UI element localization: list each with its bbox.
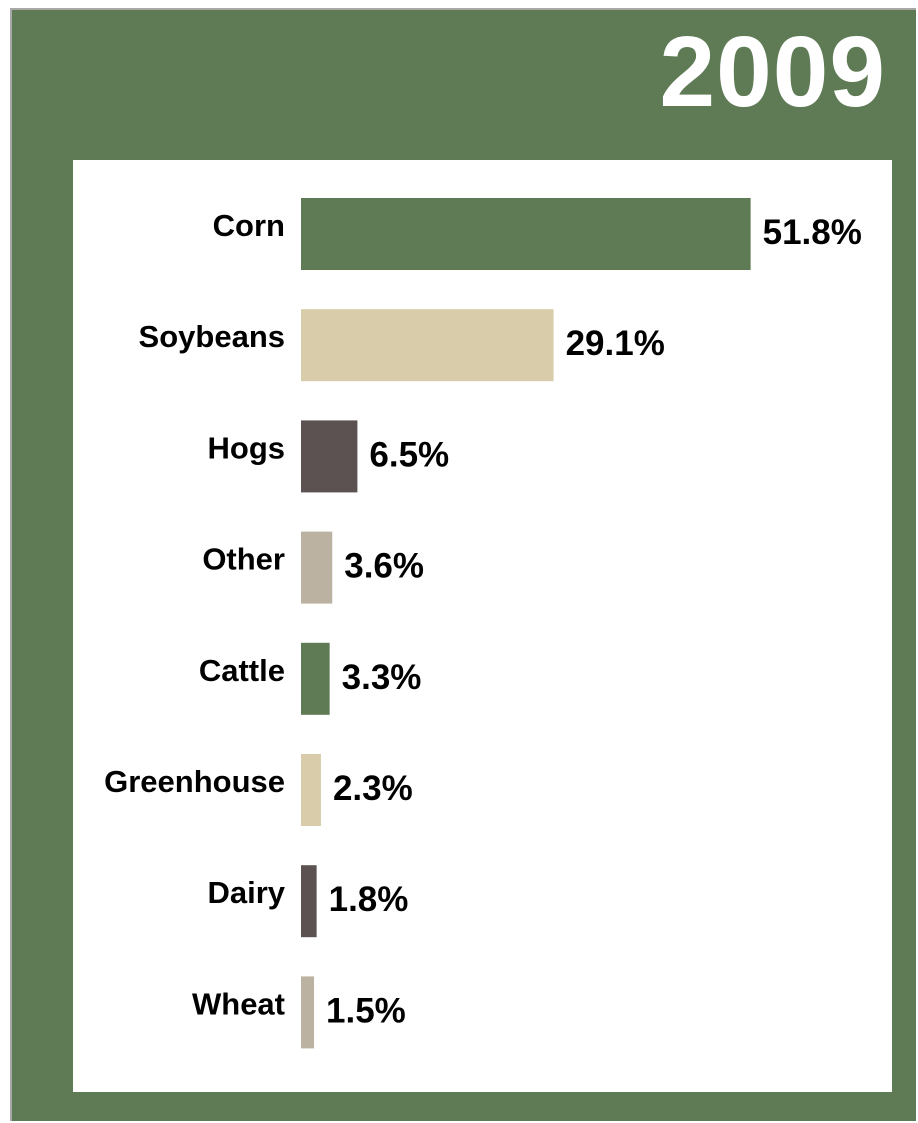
category-label: Cattle — [199, 653, 285, 688]
bar-chart: Corn 51.8% Soybeans 29.1% Hogs 6.5% Other 3.6% C… — [104, 198, 862, 1049]
year-title: 2009 — [659, 16, 886, 128]
value-label: 51.8% — [763, 213, 862, 252]
bar — [301, 198, 751, 270]
value-label: 1.5% — [326, 991, 406, 1030]
category-label: Greenhouse — [104, 764, 285, 799]
category-label: Soybeans — [139, 319, 285, 354]
category-label: Other — [202, 542, 285, 577]
bar — [301, 754, 321, 826]
bar-row: Greenhouse 2.3% — [104, 754, 413, 826]
bar-row: Dairy 1.8% — [207, 865, 409, 938]
bar — [301, 865, 317, 938]
category-label: Hogs — [208, 430, 286, 465]
value-label: 2.3% — [333, 769, 413, 808]
bar — [301, 420, 358, 493]
bar-row: Cattle 3.3% — [199, 642, 422, 715]
category-label: Dairy — [207, 875, 285, 910]
value-label: 1.8% — [329, 880, 409, 919]
category-label: Wheat — [192, 986, 285, 1021]
bar-row: Wheat 1.5% — [192, 976, 406, 1049]
bar — [301, 976, 315, 1049]
bar-row: Corn 51.8% — [213, 198, 862, 270]
value-label: 29.1% — [566, 324, 665, 363]
category-label: Corn — [213, 208, 285, 243]
bar — [301, 531, 333, 604]
value-label: 3.6% — [344, 547, 424, 586]
chart-frame: 2009 Corn 51.8% Soybeans 29.1% Hogs 6.5% Other… — [10, 8, 916, 1121]
bar-row: Other 3.6% — [202, 531, 424, 604]
value-label: 3.3% — [342, 658, 422, 697]
bar-row: Soybeans 29.1% — [139, 309, 665, 382]
value-label: 6.5% — [369, 435, 449, 474]
bar — [301, 642, 330, 715]
bar-row: Hogs 6.5% — [208, 420, 449, 493]
chart-panel: Corn 51.8% Soybeans 29.1% Hogs 6.5% Other 3.6% C… — [73, 160, 892, 1092]
bar — [301, 309, 554, 382]
